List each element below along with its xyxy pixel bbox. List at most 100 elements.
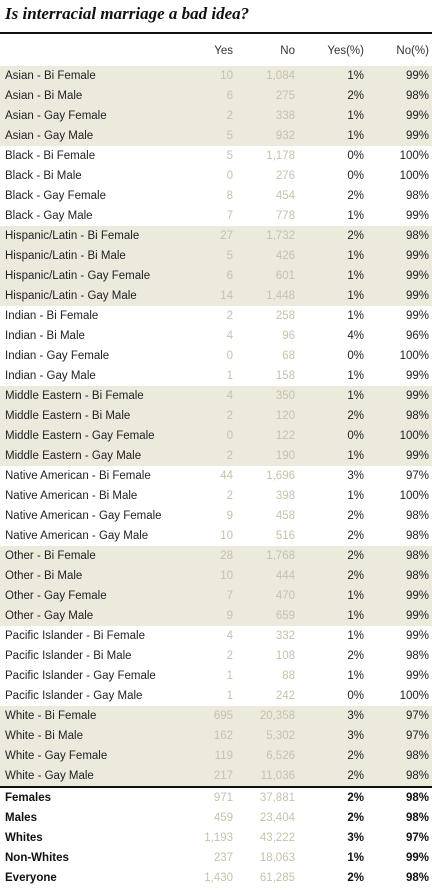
yes-count: 0 <box>226 430 233 442</box>
no-percent: 98% <box>405 570 429 582</box>
yes-percent: 0% <box>347 150 364 162</box>
summary-row: Females 971 37,881 2% 98% <box>0 788 432 808</box>
yes-count: 4 <box>226 630 233 642</box>
yes-count: 7 <box>226 590 233 602</box>
no-count: 338 <box>275 110 295 122</box>
no-percent: 99% <box>405 270 429 282</box>
row-label: Native American - Bi Male <box>5 490 138 502</box>
table-row: Hispanic/Latin - Gay Male 14 1,448 1% 99% <box>0 286 432 306</box>
table-row: White - Bi Female 695 20,358 3% 97% <box>0 706 432 726</box>
no-percent: 98% <box>405 510 429 522</box>
no-count: 1,084 <box>266 70 295 82</box>
row-label: Black - Gay Male <box>5 210 93 222</box>
yes-percent: 2% <box>347 550 364 562</box>
yes-percent: 0% <box>347 170 364 182</box>
no-percent: 99% <box>405 250 429 262</box>
row-label: Other - Bi Female <box>5 550 96 562</box>
table-row: Pacific Islander - Gay Female 1 88 1% 99% <box>0 666 432 686</box>
table-row: White - Gay Male 217 11,036 2% 98% <box>0 766 432 786</box>
yes-percent: 2% <box>347 770 364 782</box>
table-row: Black - Bi Female 5 1,178 0% 100% <box>0 146 432 166</box>
yes-count: 9 <box>226 510 233 522</box>
table-row: Indian - Bi Male 4 96 4% 96% <box>0 326 432 346</box>
yes-count: 10 <box>220 70 233 82</box>
title-divider <box>0 32 432 34</box>
table-row: Other - Bi Female 28 1,768 2% 98% <box>0 546 432 566</box>
no-count: 444 <box>275 570 295 582</box>
no-percent: 98% <box>405 550 429 562</box>
data-table: Yes No Yes(%) No(%) Asian - Bi Female 10 1… <box>0 36 432 888</box>
summary-yes-count: 237 <box>213 852 233 864</box>
no-percent: 99% <box>405 130 429 142</box>
no-percent: 99% <box>405 110 429 122</box>
no-count: 1,178 <box>266 150 295 162</box>
yes-count: 44 <box>220 470 233 482</box>
yes-count: 2 <box>226 310 233 322</box>
yes-percent: 2% <box>347 410 364 422</box>
yes-count: 8 <box>226 190 233 202</box>
row-label: White - Bi Male <box>5 730 83 742</box>
no-percent: 100% <box>399 350 429 362</box>
row-label: Middle Eastern - Gay Male <box>5 450 142 462</box>
summary-yes-percent: 2% <box>347 872 364 884</box>
row-label: White - Bi Female <box>5 710 97 722</box>
summary-no-count: 37,881 <box>259 792 295 804</box>
no-percent: 98% <box>405 770 429 782</box>
no-percent: 98% <box>405 650 429 662</box>
no-percent: 99% <box>405 370 429 382</box>
no-percent: 99% <box>405 310 429 322</box>
yes-percent: 2% <box>347 90 364 102</box>
yes-percent: 3% <box>347 730 364 742</box>
yes-count: 5 <box>226 150 233 162</box>
table-body: Asian - Bi Female 10 1,084 1% 99% Asian - Bi … <box>0 66 432 786</box>
no-percent: 98% <box>405 230 429 242</box>
summary-no-percent: 97% <box>405 832 429 844</box>
table-header-row: Yes No Yes(%) No(%) <box>0 36 432 66</box>
row-label: Indian - Gay Male <box>5 370 96 382</box>
no-percent: 99% <box>405 70 429 82</box>
table-row: Other - Gay Female 7 470 1% 99% <box>0 586 432 606</box>
row-label: Pacific Islander - Bi Male <box>5 650 132 662</box>
yes-count: 28 <box>220 550 233 562</box>
yes-count: 119 <box>214 750 233 762</box>
table-row: Middle Eastern - Gay Male 2 190 1% 99% <box>0 446 432 466</box>
no-count: 778 <box>275 210 295 222</box>
yes-count: 2 <box>226 450 233 462</box>
no-count: 516 <box>275 530 295 542</box>
yes-count: 27 <box>220 230 233 242</box>
table-row: Native American - Gay Female 9 458 2% 98% <box>0 506 432 526</box>
summary-label: Males <box>5 812 37 824</box>
row-label: Black - Bi Male <box>5 170 82 182</box>
yes-percent: 2% <box>347 750 364 762</box>
no-count: 276 <box>275 170 295 182</box>
summary-no-percent: 99% <box>405 852 429 864</box>
no-count: 1,768 <box>266 550 295 562</box>
summary-label: Everyone <box>5 872 57 884</box>
summary-row: Non-Whites 237 18,063 1% 99% <box>0 848 432 868</box>
yes-percent: 1% <box>347 670 364 682</box>
yes-count: 217 <box>213 770 233 782</box>
no-percent: 99% <box>405 670 429 682</box>
yes-percent: 4% <box>347 330 364 342</box>
no-percent: 99% <box>405 610 429 622</box>
yes-count: 4 <box>226 330 233 342</box>
yes-percent: 1% <box>347 290 364 302</box>
no-count: 275 <box>275 90 295 102</box>
no-percent: 97% <box>405 730 429 742</box>
no-count: 158 <box>275 370 295 382</box>
no-percent: 100% <box>399 490 429 502</box>
summary-yes-count: 459 <box>213 812 233 824</box>
row-label: Native American - Gay Female <box>5 510 162 522</box>
yes-percent: 1% <box>347 70 364 82</box>
yes-count: 9 <box>226 610 233 622</box>
summary-yes-count: 1,193 <box>204 832 233 844</box>
no-count: 258 <box>275 310 295 322</box>
summary-label: Females <box>5 792 52 804</box>
no-count: 122 <box>275 430 295 442</box>
table-row: Asian - Bi Male 6 275 2% 98% <box>0 86 432 106</box>
row-label: Native American - Bi Female <box>5 470 151 482</box>
yes-count: 0 <box>226 170 233 182</box>
summary-yes-percent: 1% <box>347 852 364 864</box>
row-label: Pacific Islander - Gay Male <box>5 690 143 702</box>
row-label: White - Gay Female <box>5 750 108 762</box>
